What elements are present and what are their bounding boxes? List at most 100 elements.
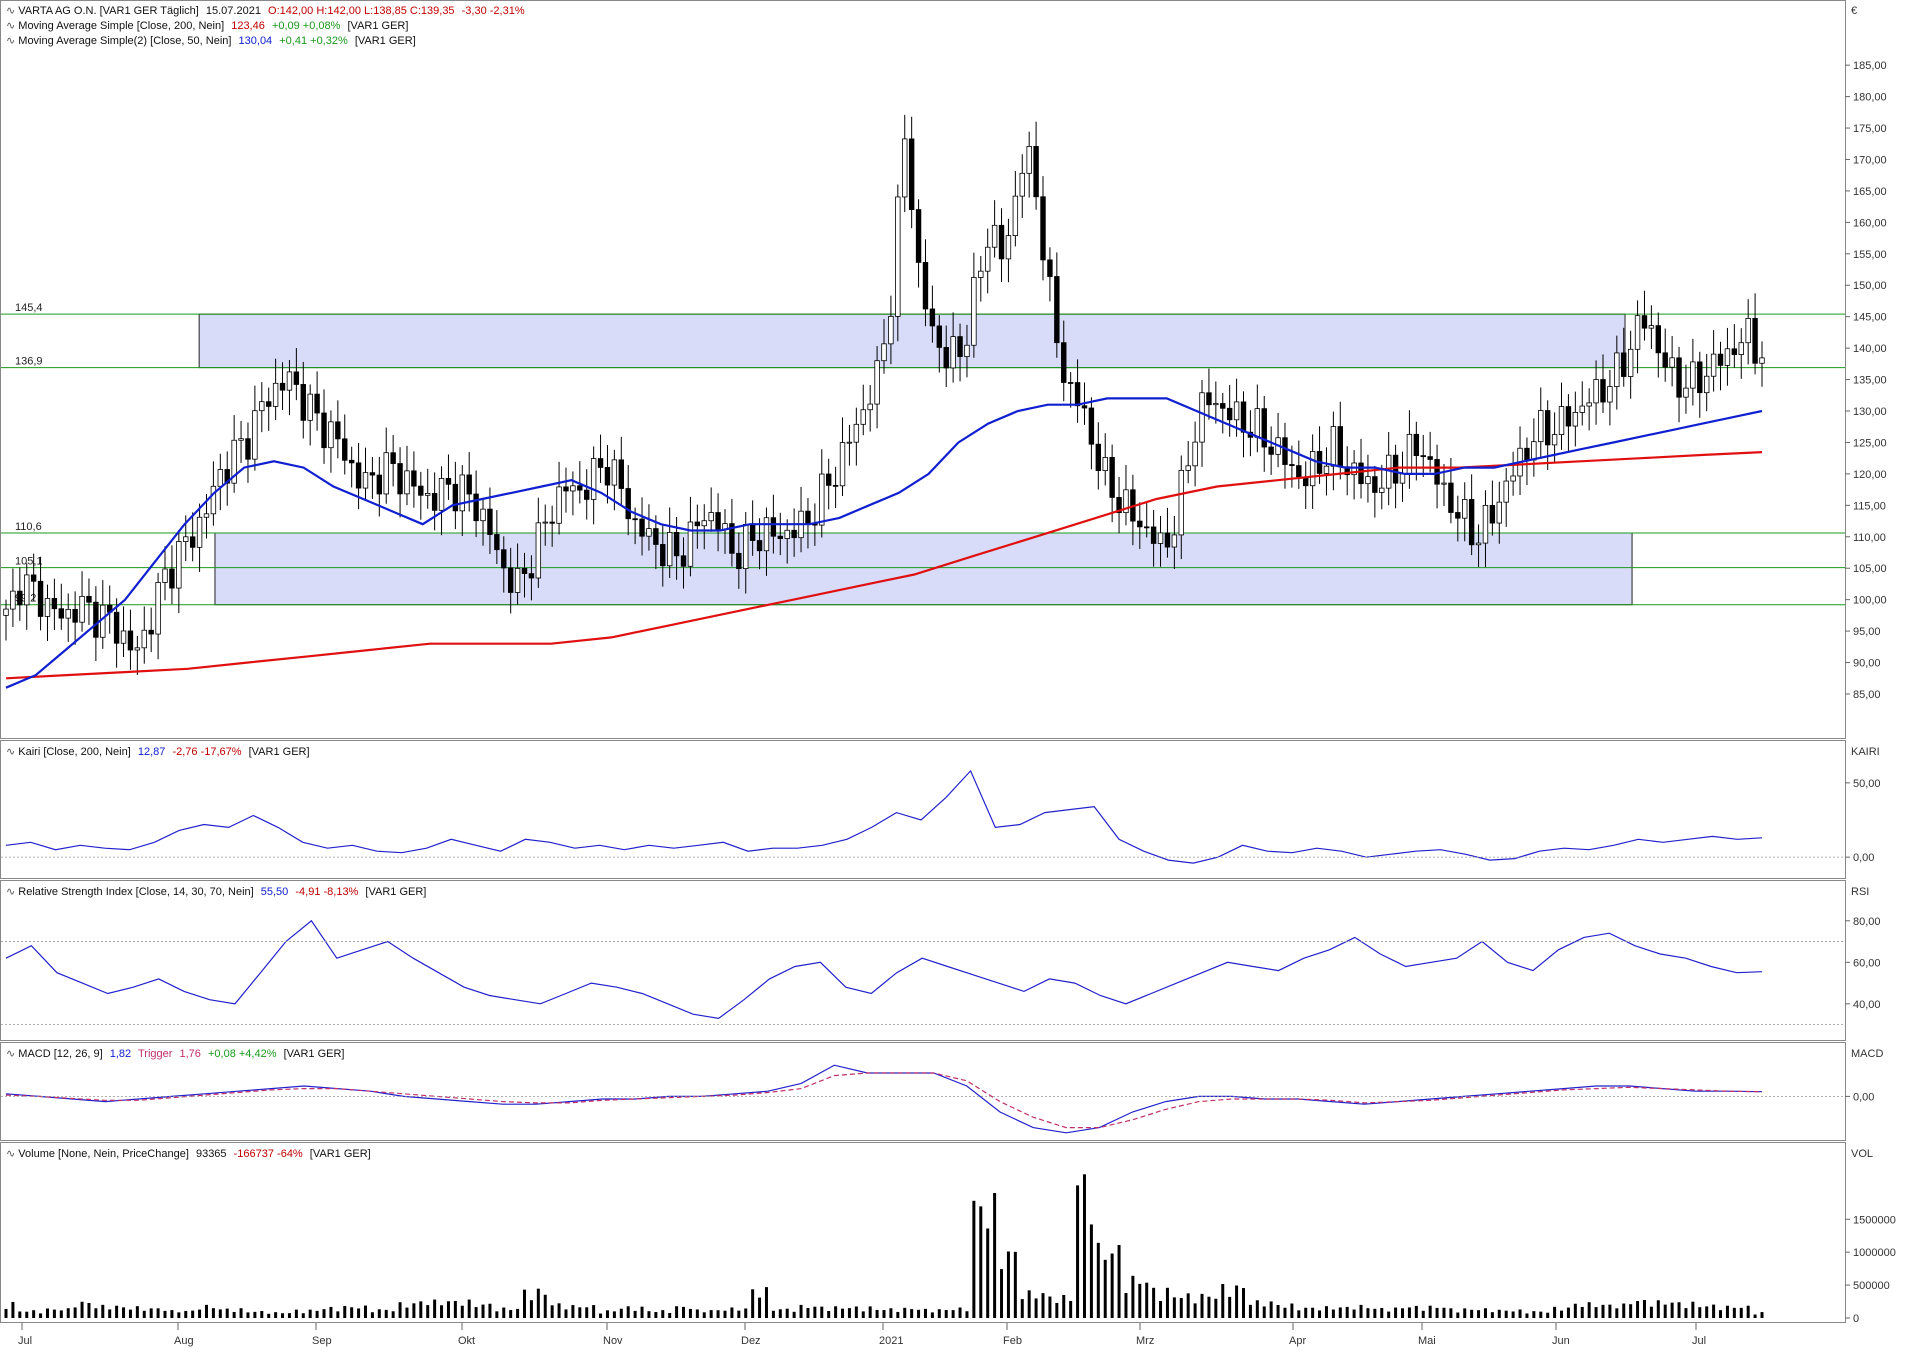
- volume-bar: [1746, 1305, 1750, 1318]
- price-tick-label: 130,00: [1853, 406, 1887, 418]
- candle-up: [162, 568, 168, 583]
- candle-down: [390, 452, 396, 464]
- volume-bar: [315, 1310, 319, 1318]
- volume-bar: [778, 1309, 782, 1318]
- volume-bar: [550, 1305, 554, 1318]
- candle-up: [155, 582, 161, 635]
- candle-down: [1164, 532, 1171, 548]
- candle-down: [680, 555, 687, 567]
- volume-bar: [177, 1312, 181, 1318]
- volume-bar: [1642, 1300, 1646, 1318]
- candle-up: [888, 315, 894, 345]
- volume-bar: [578, 1307, 582, 1318]
- volume-bar: [467, 1299, 471, 1318]
- volume-bar: [1449, 1308, 1453, 1318]
- month-label: Dez: [741, 1335, 761, 1347]
- kairi-legend: ∿ Kairi [Close, 200, Nein] 12,87 -2,76 -…: [6, 746, 310, 758]
- volume-bar: [1463, 1308, 1467, 1318]
- volume-bar: [1324, 1306, 1328, 1318]
- volume-bar: [1483, 1308, 1487, 1318]
- candle-up: [1233, 401, 1240, 421]
- candle-up: [1669, 357, 1675, 368]
- candle-up: [328, 421, 334, 449]
- volume-bar: [412, 1303, 416, 1318]
- trend-icon: ∿: [6, 5, 15, 17]
- candle-down: [1662, 352, 1668, 368]
- candle-up: [1759, 357, 1765, 364]
- candle-up: [542, 521, 548, 524]
- candle-down: [604, 467, 611, 486]
- volume-bar: [1691, 1301, 1695, 1318]
- price-tick-label: 160,00: [1853, 217, 1887, 229]
- candle-down: [1731, 348, 1738, 355]
- indicator-tick-label: 0,00: [1853, 852, 1874, 864]
- rsi-legend: ∿ Relative Strength Index [Close, 14, 30…: [6, 886, 426, 898]
- kairi-series: 0,00 50,00: [1, 769, 1881, 864]
- candle-down: [832, 484, 839, 487]
- candle-up: [1323, 465, 1330, 474]
- volume-bar: [1331, 1309, 1335, 1318]
- volume-bar: [1490, 1312, 1494, 1318]
- month-label: Feb: [1003, 1335, 1022, 1347]
- candle-down: [411, 470, 417, 487]
- candle-up: [1703, 375, 1710, 394]
- volume-bar: [841, 1308, 845, 1318]
- sma50-legend: ∿ Moving Average Simple(2) [Close, 50, N…: [6, 35, 416, 47]
- candle-up: [141, 629, 147, 649]
- candle-up: [10, 590, 16, 610]
- candle-down: [1054, 276, 1060, 344]
- price-tick-label: 185,00: [1853, 60, 1887, 72]
- volume-bar: [481, 1304, 485, 1318]
- volume-bar: [495, 1311, 499, 1318]
- volume-bar: [1020, 1299, 1024, 1318]
- candle-down: [1137, 520, 1143, 528]
- candle-up: [535, 522, 542, 579]
- volume-bar: [198, 1309, 202, 1318]
- volume-bar: [903, 1307, 907, 1318]
- volume-bar: [675, 1306, 679, 1318]
- candle-down: [549, 521, 555, 524]
- candle-up: [1482, 504, 1489, 544]
- candle-down: [293, 371, 300, 385]
- indicator-tick-label: 0: [1853, 1313, 1859, 1325]
- candle-down: [1109, 457, 1115, 498]
- volume-bar: [799, 1304, 803, 1318]
- candle-down: [1641, 315, 1648, 329]
- level-label: 105,1: [15, 556, 43, 568]
- candle-down: [1303, 477, 1309, 487]
- volume-bar: [32, 1310, 36, 1318]
- volume-bar: [94, 1308, 98, 1318]
- volume-bar: [391, 1311, 395, 1318]
- volume-bar: [1566, 1307, 1570, 1318]
- candle-down: [1296, 465, 1302, 479]
- rsi-label: Relative Strength Index [Close, 14, 30, …: [18, 886, 253, 898]
- volume-bar: [972, 1200, 976, 1318]
- candle-up: [362, 472, 369, 489]
- candle-up: [1634, 315, 1641, 350]
- volume-bar: [1477, 1310, 1481, 1318]
- volume-bar: [1725, 1305, 1729, 1318]
- candle-up: [1475, 542, 1482, 546]
- candle-down: [1434, 459, 1440, 485]
- candle-up: [231, 439, 237, 484]
- volume-bar: [1055, 1302, 1059, 1318]
- price-tick-label: 175,00: [1853, 123, 1887, 135]
- volume-bar: [1200, 1293, 1204, 1318]
- candle-up: [556, 486, 562, 524]
- price-tick-label: 135,00: [1853, 375, 1887, 387]
- volume-bar: [605, 1310, 609, 1318]
- rsi-line: [5, 919, 1763, 1020]
- volume-bar: [1601, 1304, 1605, 1318]
- sma50-label: Moving Average Simple(2) [Close, 50, Nei…: [18, 35, 231, 47]
- candle-down: [51, 598, 58, 610]
- volume-bar: [149, 1308, 153, 1318]
- candle-up: [991, 224, 998, 248]
- volume-bar: [253, 1311, 257, 1318]
- volume-bar: [1186, 1293, 1190, 1318]
- candle-down: [1337, 426, 1343, 468]
- volume-bar: [363, 1305, 367, 1318]
- volume-bar: [854, 1306, 858, 1318]
- volume-bar: [1753, 1314, 1757, 1318]
- volume-bar: [695, 1309, 699, 1318]
- macd-suffix: [VAR1 GER]: [284, 1048, 345, 1060]
